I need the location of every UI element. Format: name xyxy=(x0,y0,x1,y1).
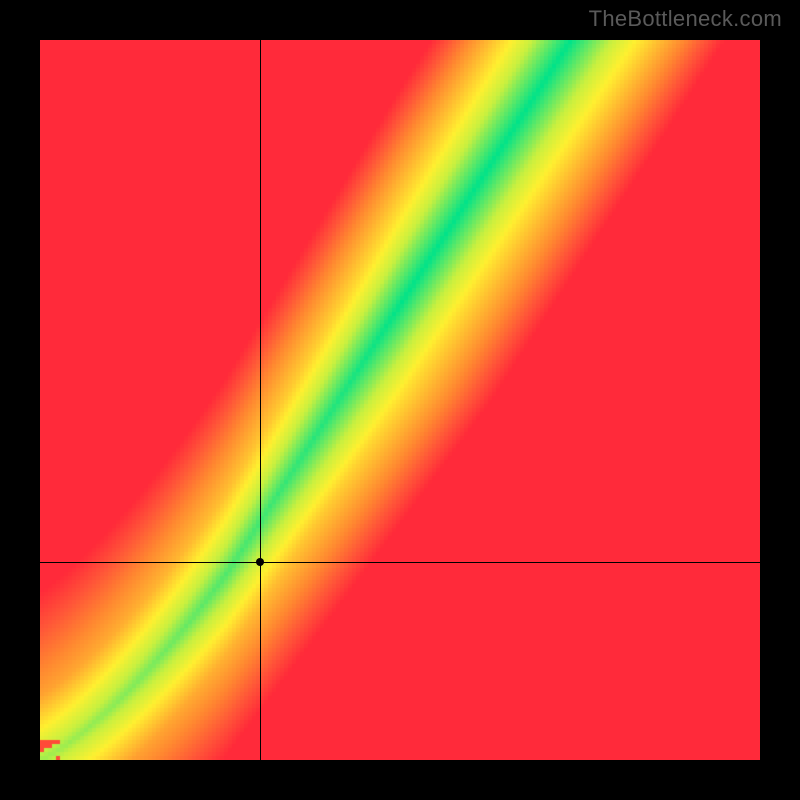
bottleneck-heatmap xyxy=(40,40,760,760)
heatmap-canvas xyxy=(40,40,760,760)
watermark-text: TheBottleneck.com xyxy=(589,6,782,32)
